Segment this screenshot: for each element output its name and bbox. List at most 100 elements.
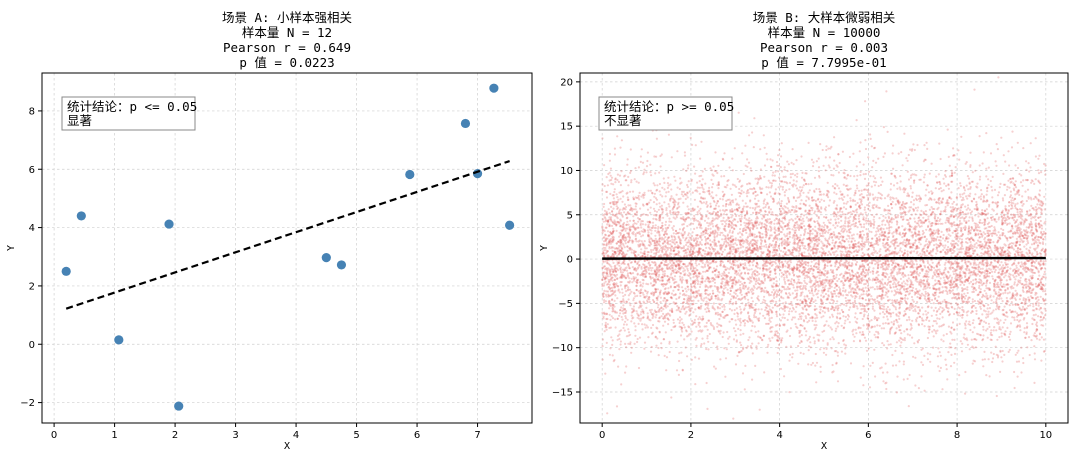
chart-b-point-1425 (620, 383, 623, 386)
chart-b-point-408 (970, 225, 973, 229)
chart-b-point-4631 (601, 271, 605, 274)
chart-b-point-2208 (605, 328, 608, 331)
chart-b-point-2506 (855, 184, 859, 187)
chart-b-point-3481 (687, 208, 690, 211)
chart-b-point-3608 (940, 201, 943, 204)
chart-a-annotation-box (61, 96, 196, 131)
chart-b-point-4803 (969, 164, 972, 167)
chart-b-point-581 (851, 244, 855, 247)
chart-b-point-84 (744, 254, 747, 257)
chart-b-point-3434 (842, 206, 846, 209)
chart-b-point-4278 (619, 343, 622, 346)
chart-b-point-138 (811, 298, 814, 301)
chart-b-point-2323 (842, 183, 845, 186)
chart-b-point-83 (1004, 261, 1007, 264)
chart-b-point-1806 (906, 250, 909, 253)
chart-b-point-365 (623, 301, 626, 304)
chart-b-point-625 (988, 325, 991, 328)
chart-b-point-2989 (652, 201, 656, 204)
chart-b-point-585 (674, 286, 677, 289)
chart-b-point-916 (827, 231, 830, 234)
chart-b-point-418 (889, 198, 892, 201)
chart-b-point-4397 (736, 260, 739, 263)
chart-b-point-225 (764, 264, 767, 267)
chart-b-point-3742 (746, 165, 749, 168)
chart-b-point-284 (801, 271, 804, 274)
chart-b-point-668 (1001, 223, 1004, 226)
chart-b-point-4499 (1043, 270, 1046, 273)
chart-b-point-2869 (725, 222, 728, 225)
chart-b-point-2362 (979, 240, 982, 243)
chart-b-point-2244 (602, 276, 605, 279)
chart-b-point-3245 (686, 205, 689, 208)
chart-b-point-2785 (616, 178, 619, 182)
chart-b-point-697 (806, 295, 809, 298)
chart-b-point-1732 (872, 267, 875, 270)
chart-b-point-4774 (706, 337, 709, 340)
chart-b-point-1891 (790, 310, 794, 313)
chart-b-point-4243 (669, 309, 672, 312)
chart-b-point-4427 (849, 197, 852, 200)
chart-b-point-4686 (992, 309, 995, 312)
chart-b-point-2736 (1016, 141, 1019, 144)
chart-b-point-256 (852, 274, 855, 277)
chart-b-point-70 (993, 188, 997, 191)
chart-b-point-1560 (698, 192, 701, 195)
chart-b-point-613 (912, 242, 915, 245)
chart-b-point-3628 (704, 303, 708, 306)
chart-b-point-703 (934, 282, 937, 286)
chart-b-point-2617 (796, 172, 799, 175)
chart-b-point-1540 (956, 232, 959, 235)
chart-b-point-492 (747, 261, 750, 265)
chart-b-point-2567 (1024, 190, 1027, 193)
chart-b-point-253 (861, 230, 864, 233)
chart-b-point-736 (935, 220, 938, 223)
chart-b-point-2687 (930, 306, 933, 309)
chart-b-point-586 (633, 342, 636, 345)
chart-b-point-106 (957, 212, 960, 215)
chart-b-point-1577 (1043, 169, 1046, 172)
chart-b-point-73 (768, 191, 772, 194)
chart-b-point-3199 (980, 193, 983, 196)
chart-b-point-3020 (662, 285, 665, 288)
chart-b-point-100 (1032, 296, 1035, 300)
chart-b-point-3539 (838, 289, 842, 292)
chart-b-point-2276 (610, 336, 613, 339)
chart-b-point-1173 (928, 220, 931, 223)
chart-b-point-3844 (1037, 169, 1040, 172)
chart-b-point-4184 (922, 211, 925, 214)
chart-b-point-4781 (756, 227, 759, 230)
chart-b-point-795 (1037, 298, 1040, 301)
chart-b-point-292 (652, 300, 656, 303)
chart-b-point-572 (900, 286, 904, 289)
chart-b-point-324 (966, 204, 970, 207)
chart-b-point-539 (799, 192, 802, 195)
chart-b-point-212 (640, 304, 643, 307)
chart-b-point-501 (850, 265, 853, 268)
chart-b-point-85 (910, 246, 913, 249)
chart-b-point-378 (637, 226, 640, 229)
chart-b-point-2587 (862, 324, 865, 327)
chart-b-point-2508 (661, 249, 664, 252)
chart-b-point-1818 (820, 193, 823, 196)
chart-b-point-453 (767, 238, 771, 241)
chart-b-point-356 (812, 250, 815, 253)
chart-b-point-4593 (892, 235, 895, 239)
chart-b-point-4776 (854, 328, 857, 331)
chart-b-point-3239 (906, 280, 909, 283)
chart-b-point-2564 (876, 324, 879, 327)
chart-b-point-4511 (1040, 227, 1044, 230)
chart-b-point-4175 (814, 320, 817, 323)
chart-b-point-2358 (723, 152, 726, 155)
chart-b-point-3195 (865, 217, 868, 220)
chart-b-point-4576 (832, 370, 835, 373)
chart-b-point-540 (1016, 229, 1019, 232)
chart-b-point-2543 (711, 191, 714, 194)
chart-b-title-4: p 值 = 7.7995e-01 (761, 55, 886, 70)
chart-b-point-3179 (808, 267, 811, 270)
chart-b-point-144 (1028, 298, 1031, 301)
chart-b-point-472 (764, 236, 768, 239)
chart-b-point-4629 (990, 351, 993, 354)
chart-b-point-3799 (619, 312, 622, 315)
chart-b-point-2846 (778, 294, 781, 297)
